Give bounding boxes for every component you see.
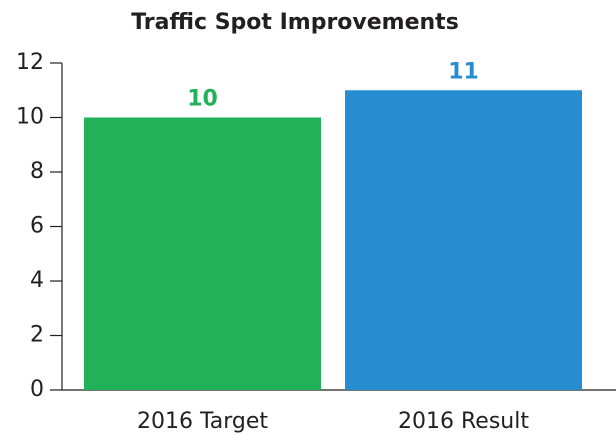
x-tick-label: 2016 Target: [137, 409, 268, 434]
y-tick-label: 4: [30, 268, 44, 293]
x-tick-label: 2016 Result: [398, 409, 529, 434]
y-tick-label: 12: [16, 50, 44, 75]
bar: [84, 117, 321, 390]
data-label: 11: [448, 59, 479, 84]
y-tick-label: 10: [16, 105, 44, 130]
chart-title: Traffic Spot Improvements: [131, 10, 459, 35]
bar: [345, 90, 582, 390]
data-label: 10: [187, 87, 218, 112]
y-tick-label: 8: [30, 159, 44, 184]
y-tick-label: 6: [30, 214, 44, 239]
y-tick-label: 0: [30, 377, 44, 402]
y-tick-label: 2: [30, 323, 44, 348]
